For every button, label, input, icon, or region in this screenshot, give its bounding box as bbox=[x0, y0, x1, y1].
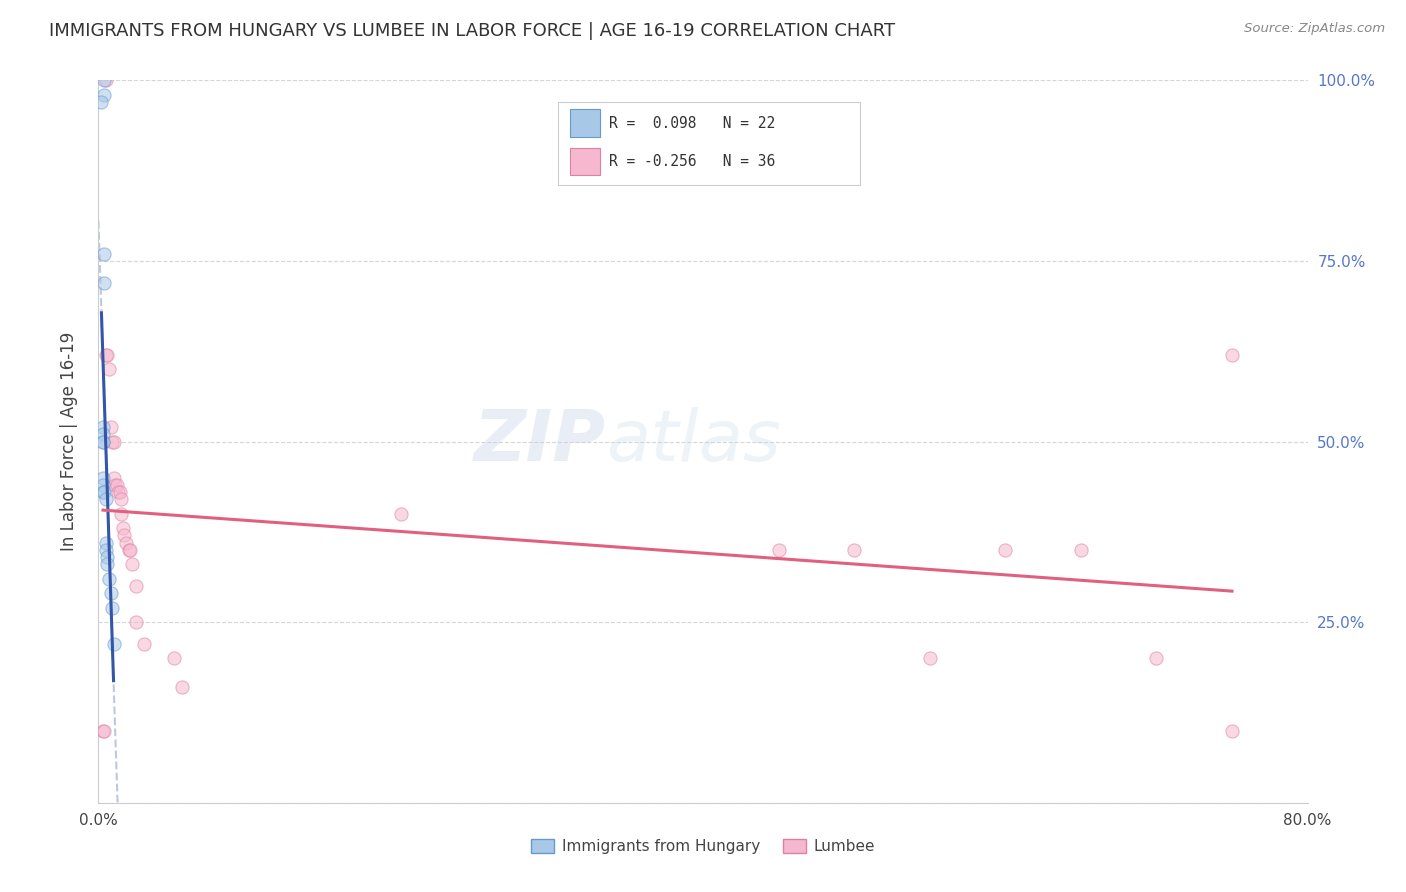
Point bbox=[1220, 348, 1243, 362]
Point bbox=[104, 478, 127, 492]
Point bbox=[163, 651, 186, 665]
Point bbox=[120, 542, 142, 557]
Point bbox=[110, 507, 132, 521]
Point bbox=[918, 651, 941, 665]
Point bbox=[101, 434, 124, 449]
Point bbox=[91, 434, 114, 449]
Text: Source: ZipAtlas.com: Source: ZipAtlas.com bbox=[1244, 22, 1385, 36]
Point bbox=[108, 485, 131, 500]
Point bbox=[125, 615, 148, 630]
Text: IMMIGRANTS FROM HUNGARY VS LUMBEE IN LABOR FORCE | AGE 16-19 CORRELATION CHART: IMMIGRANTS FROM HUNGARY VS LUMBEE IN LAB… bbox=[49, 22, 896, 40]
Point bbox=[101, 600, 124, 615]
Point bbox=[98, 362, 121, 376]
Y-axis label: In Labor Force | Age 16-19: In Labor Force | Age 16-19 bbox=[59, 332, 77, 551]
Point bbox=[1144, 651, 1167, 665]
Point bbox=[96, 348, 118, 362]
Point bbox=[90, 95, 112, 109]
Point bbox=[1070, 542, 1092, 557]
Point bbox=[105, 478, 128, 492]
Point bbox=[103, 470, 125, 484]
Point bbox=[103, 637, 125, 651]
Point bbox=[98, 572, 121, 586]
Point bbox=[121, 558, 143, 572]
Point bbox=[91, 470, 114, 484]
Point bbox=[114, 535, 136, 549]
Point bbox=[93, 87, 115, 102]
Legend: Immigrants from Hungary, Lumbee: Immigrants from Hungary, Lumbee bbox=[524, 833, 882, 860]
Point bbox=[118, 542, 141, 557]
Point bbox=[93, 276, 115, 290]
Point bbox=[389, 507, 412, 521]
Point bbox=[96, 550, 118, 565]
Point bbox=[111, 521, 134, 535]
Point bbox=[125, 579, 148, 593]
Point bbox=[93, 246, 115, 260]
Point bbox=[94, 348, 117, 362]
Point bbox=[91, 478, 114, 492]
Point bbox=[96, 558, 118, 572]
Point bbox=[93, 485, 115, 500]
Point bbox=[112, 528, 135, 542]
Point bbox=[170, 680, 193, 694]
Point bbox=[94, 542, 117, 557]
Point bbox=[93, 723, 115, 738]
Point bbox=[100, 420, 122, 434]
Point bbox=[994, 542, 1017, 557]
Point bbox=[844, 542, 866, 557]
Point bbox=[91, 434, 114, 449]
Point bbox=[100, 586, 122, 600]
Text: ZIP: ZIP bbox=[474, 407, 606, 476]
Text: atlas: atlas bbox=[606, 407, 780, 476]
Point bbox=[91, 420, 114, 434]
Point bbox=[91, 427, 114, 442]
Point bbox=[768, 542, 790, 557]
Point bbox=[94, 492, 117, 507]
Point bbox=[110, 492, 132, 507]
Point bbox=[91, 485, 114, 500]
Point bbox=[94, 535, 117, 549]
Point bbox=[132, 637, 155, 651]
Point bbox=[91, 723, 114, 738]
Point bbox=[93, 73, 115, 87]
Point bbox=[1220, 723, 1243, 738]
Point bbox=[94, 73, 117, 87]
Point bbox=[107, 485, 129, 500]
Point bbox=[103, 434, 125, 449]
